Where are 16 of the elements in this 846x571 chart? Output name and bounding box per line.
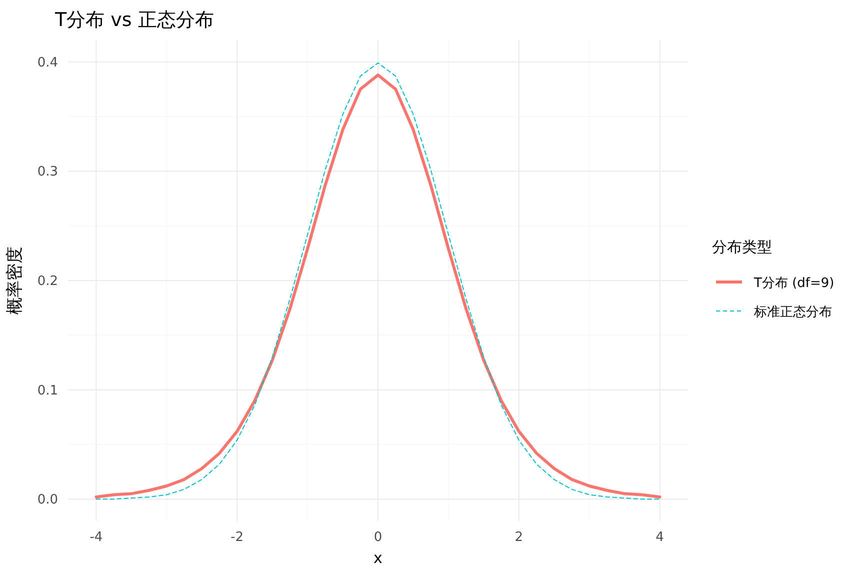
legend-label: 标准正态分布 bbox=[753, 305, 832, 320]
x-tick-label: 2 bbox=[514, 530, 524, 545]
chart-title: T分布 vs 正态分布 bbox=[54, 9, 214, 31]
y-tick-label: 0.4 bbox=[37, 55, 58, 70]
y-axis-title: 概率密度 bbox=[5, 246, 25, 314]
y-tick-label: 0.1 bbox=[37, 383, 58, 398]
y-tick-label: 0.2 bbox=[37, 274, 58, 289]
y-tick-label: 0.3 bbox=[37, 164, 58, 180]
legend-title: 分布类型 bbox=[712, 238, 772, 256]
x-tick-label: 4 bbox=[656, 530, 664, 545]
x-tick-label: -2 bbox=[230, 530, 244, 545]
x-tick-label: -4 bbox=[90, 530, 103, 545]
x-axis-title: x bbox=[374, 549, 383, 567]
x-tick-label: 0 bbox=[374, 530, 382, 545]
legend-label: T分布 (df=9) bbox=[753, 276, 834, 291]
y-tick-label: 0.0 bbox=[37, 492, 58, 508]
